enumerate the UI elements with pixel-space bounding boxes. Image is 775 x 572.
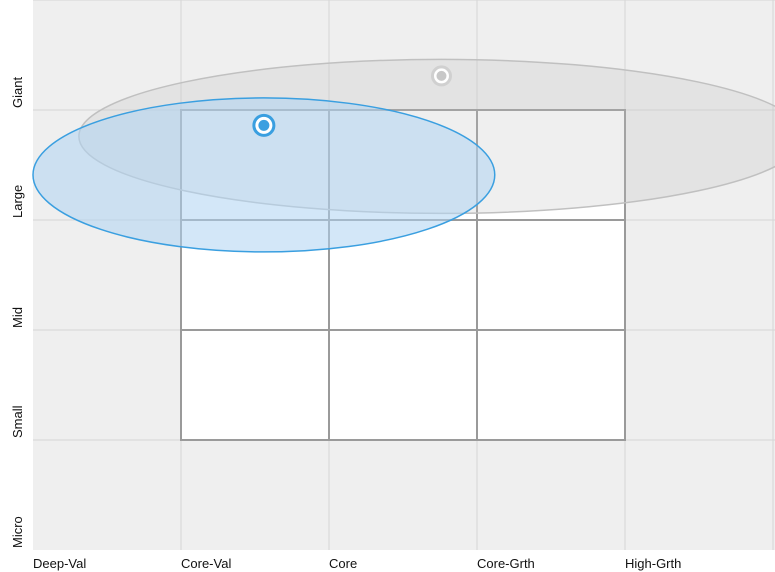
x-axis-label-core-grth: Core-Grth bbox=[477, 556, 535, 571]
y-axis-label-mid: Mid bbox=[10, 307, 25, 328]
y-axis-label-micro: Micro bbox=[10, 516, 25, 548]
series-1-centroid-dot bbox=[258, 119, 270, 131]
series-2-centroid-dot bbox=[436, 70, 447, 81]
x-axis-label-deep-val: Deep-Val bbox=[33, 556, 86, 571]
x-axis-label-high-grth: High-Grth bbox=[625, 556, 681, 571]
y-axis-label-large: Large bbox=[10, 185, 25, 218]
x-axis-label-core-val: Core-Val bbox=[181, 556, 231, 571]
y-axis-label-giant: Giant bbox=[10, 77, 25, 108]
series-1-spread-ellipse bbox=[32, 97, 496, 253]
x-axis-label-core: Core bbox=[329, 556, 357, 571]
series-layer bbox=[32, 58, 775, 253]
y-axis-label-small: Small bbox=[10, 405, 25, 438]
axis-labels: Micro Small Mid Large Giant Deep-Val Core-Val C… bbox=[10, 77, 681, 571]
